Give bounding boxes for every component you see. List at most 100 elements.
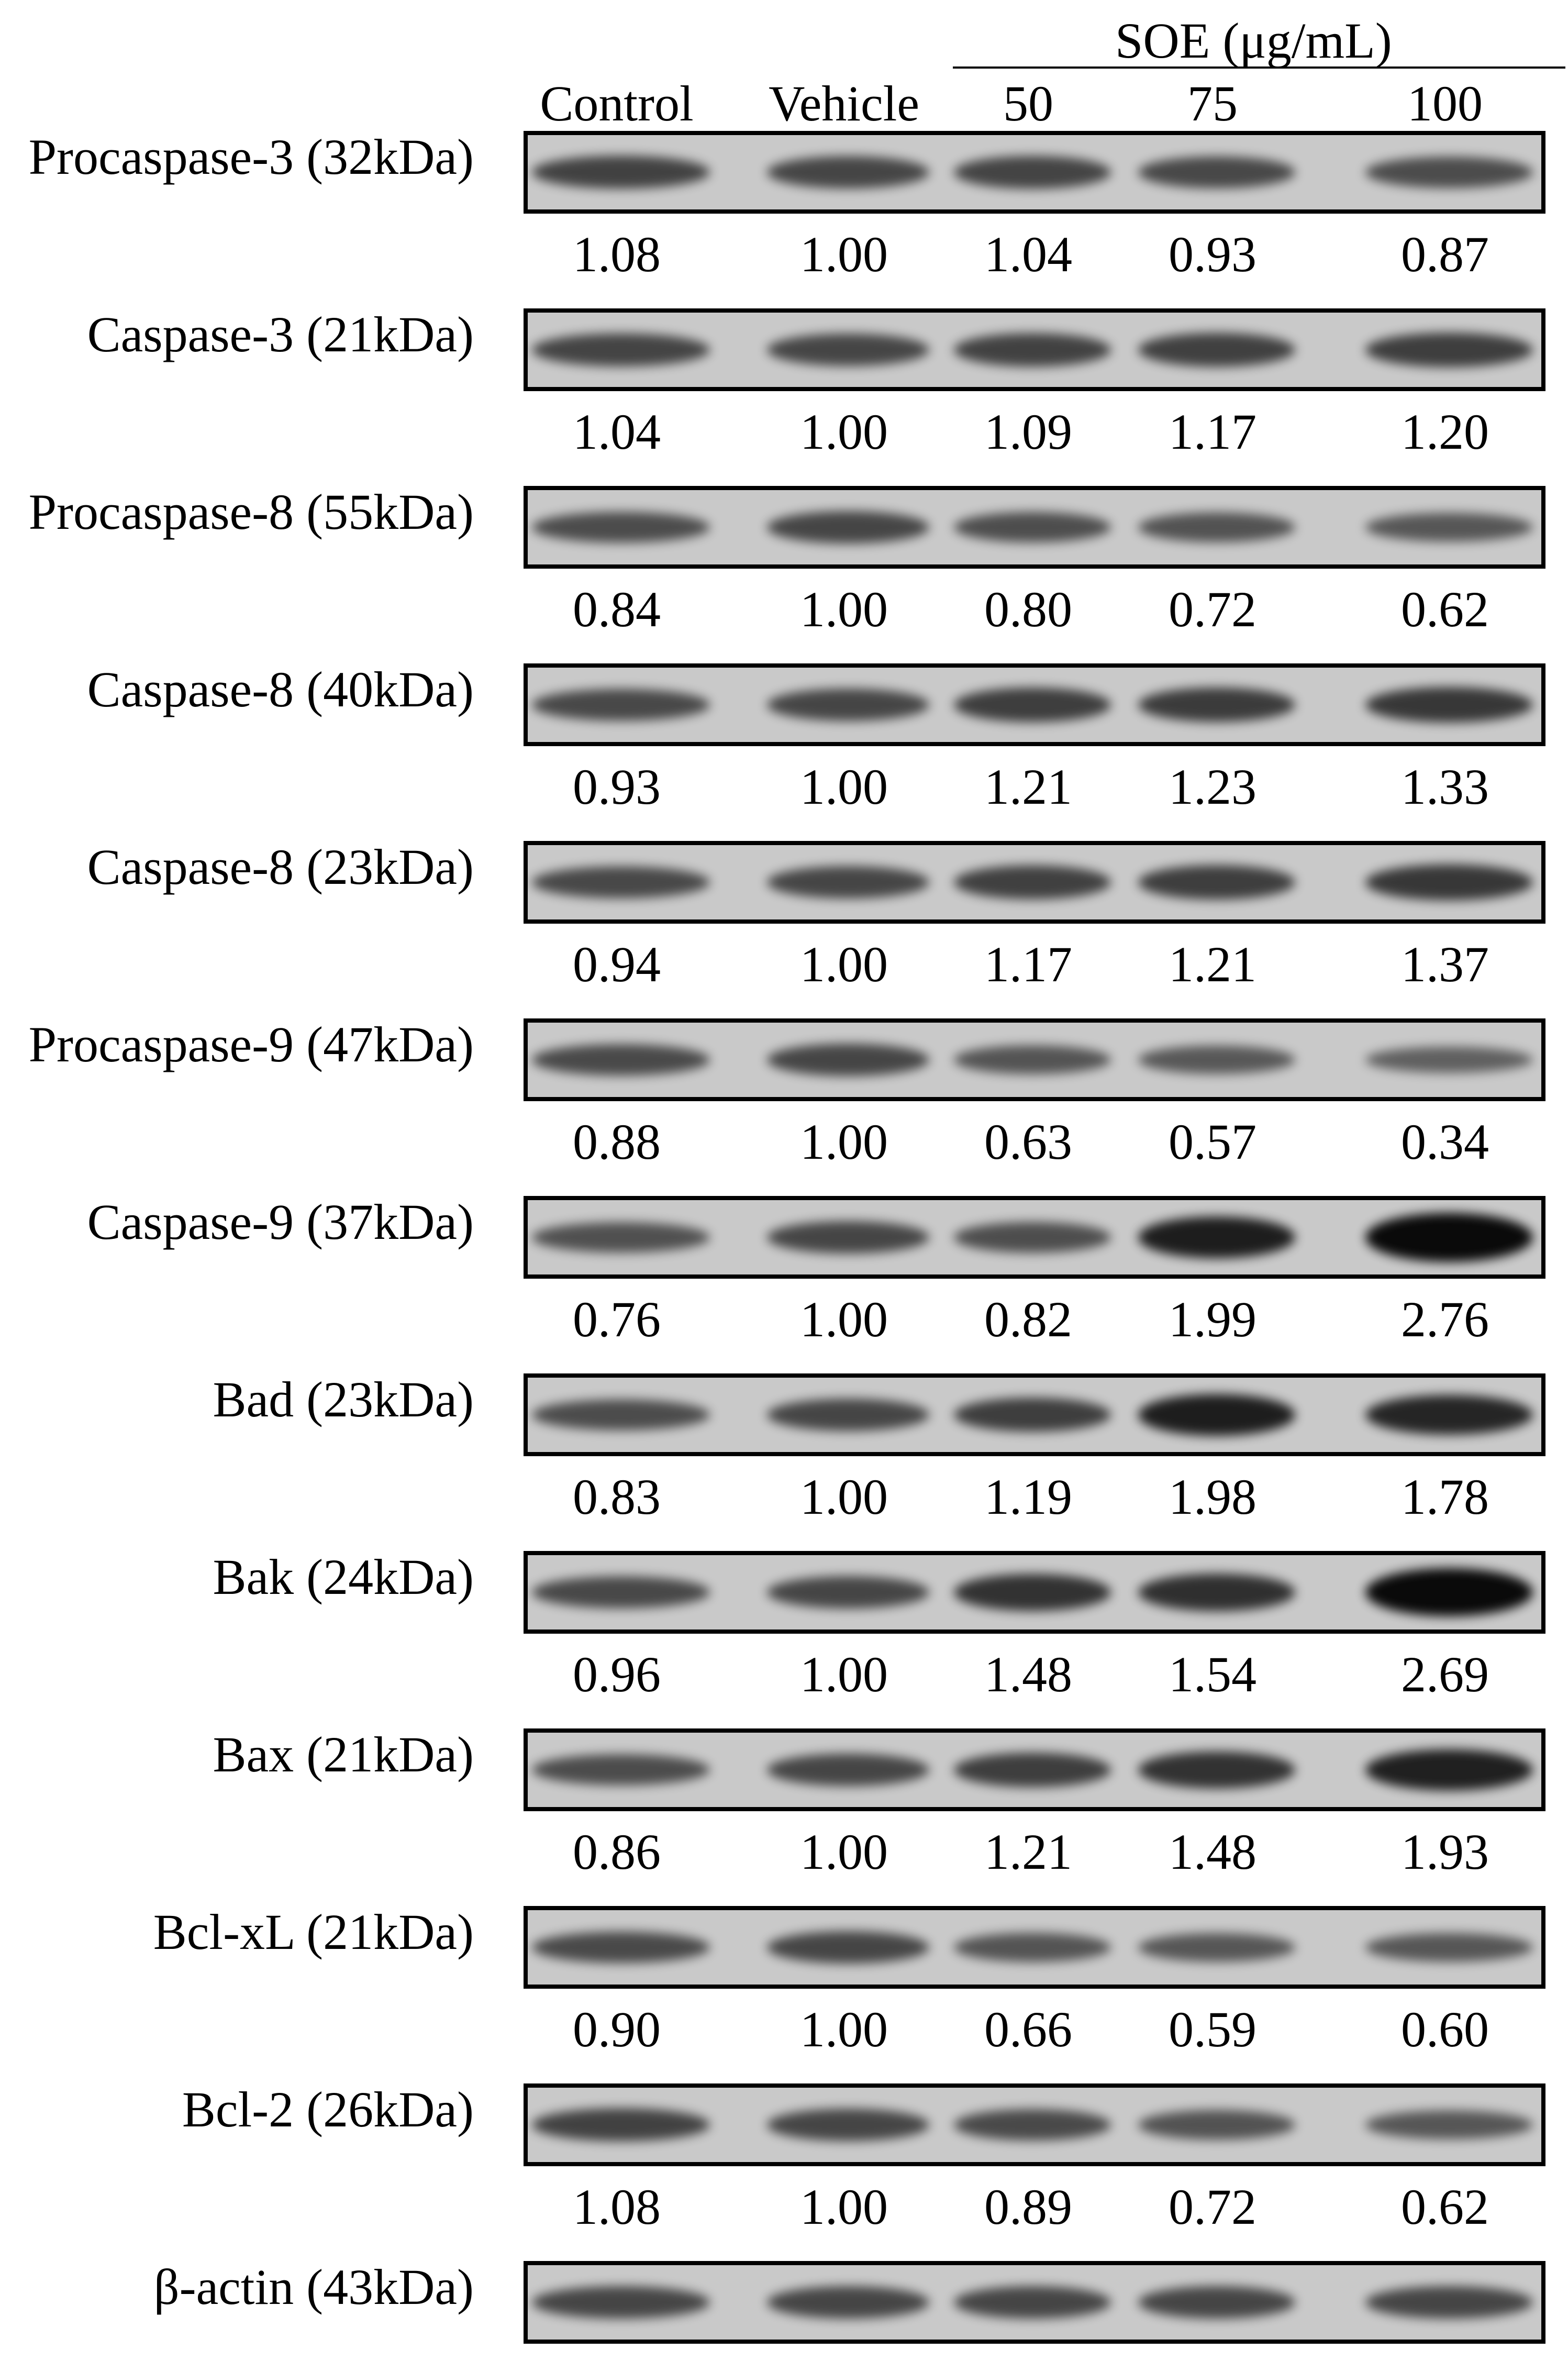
densitometry-value: 1.33 [1401, 759, 1489, 815]
band-lane-1 [532, 333, 710, 367]
densitometry-value: 2.69 [1401, 1646, 1489, 1702]
band-lane-1 [532, 1222, 710, 1252]
blot-label: β-actin (43kDa) [153, 2259, 474, 2315]
band-lane-1 [532, 689, 710, 721]
densitometry-value: 0.93 [573, 759, 661, 815]
densitometry-value: 1.17 [984, 936, 1072, 992]
blot-panel-procaspase-9-47kda [524, 1018, 1545, 1101]
band-lane-4 [1138, 687, 1295, 723]
blot-label: Bcl-2 (26kDa) [182, 2081, 474, 2137]
band-lane-2 [767, 1399, 929, 1431]
densitometry-value: 1.00 [800, 936, 888, 992]
blot-panel-bax-21kda [524, 1728, 1545, 1811]
blot-panel-procaspase-8-55kda [524, 486, 1545, 569]
blot-panel-caspase-8-23kda [524, 841, 1545, 924]
band-lane-3 [954, 512, 1111, 543]
band-lane-4 [1138, 1573, 1295, 1611]
densitometry-value: 0.96 [573, 1646, 661, 1702]
band-lane-5 [1365, 332, 1533, 367]
densitometry-value: 0.89 [984, 2179, 1072, 2235]
densitometry-value: 1.00 [800, 226, 888, 282]
blot-panel-bad-23kda [524, 1373, 1545, 1456]
blot-label: Procaspase-8 (55kDa) [28, 484, 474, 540]
densitometry-value: 0.62 [1401, 2179, 1489, 2235]
blot-label: Caspase-9 (37kDa) [87, 1194, 474, 1250]
band-lane-1 [532, 156, 710, 189]
densitometry-value: 0.83 [573, 1469, 661, 1525]
band-lane-5 [1365, 1046, 1533, 1073]
densitometry-value: 0.90 [573, 2001, 661, 2057]
band-lane-1 [532, 1576, 710, 1609]
lane-label-soe-75: 75 [1187, 75, 1238, 131]
densitometry-value: 1.21 [1169, 936, 1256, 992]
densitometry-value: 1.23 [1169, 759, 1256, 815]
densitometry-value: 0.63 [984, 1114, 1072, 1170]
band-lane-5 [1365, 864, 1533, 901]
blot-label: Bax (21kDa) [213, 1726, 474, 1782]
densitometry-value: 1.00 [800, 759, 888, 815]
band-lane-4 [1138, 2286, 1295, 2319]
densitometry-value: 1.00 [800, 2179, 888, 2235]
band-lane-3 [954, 1573, 1111, 1611]
blot-panel-actin-43kda [524, 2261, 1545, 2344]
blot-panel-bcl-xl-21kda [524, 1906, 1545, 1989]
band-lane-4 [1138, 1751, 1295, 1789]
densitometry-value: 0.88 [573, 1114, 661, 1170]
densitometry-value: 1.09 [984, 404, 1072, 460]
band-lane-5 [1365, 1568, 1533, 1617]
band-lane-5 [1365, 1213, 1533, 1262]
band-lane-1 [532, 866, 710, 899]
densitometry-value: 0.72 [1169, 2179, 1256, 2235]
densitometry-value: 0.93 [1169, 226, 1256, 282]
densitometry-value: 1.00 [800, 1824, 888, 1880]
blot-label: Procaspase-9 (47kDa) [28, 1016, 474, 1072]
band-lane-5 [1365, 687, 1533, 723]
densitometry-value: 0.59 [1169, 2001, 1256, 2057]
band-lane-3 [954, 688, 1111, 722]
soe-group-bracket [953, 66, 1565, 69]
blot-panel-procaspase-3-32kda [524, 131, 1545, 214]
blot-label: Caspase-8 (40kDa) [87, 661, 474, 717]
densitometry-value: 1.99 [1169, 1291, 1256, 1347]
band-lane-5 [1365, 513, 1533, 542]
band-lane-4 [1138, 1216, 1295, 1258]
band-lane-1 [532, 512, 710, 543]
densitometry-value: 1.00 [800, 1646, 888, 1702]
band-lane-5 [1365, 157, 1533, 188]
densitometry-value: 0.66 [984, 2001, 1072, 2057]
densitometry-value: 1.54 [1169, 1646, 1256, 1702]
band-lane-5 [1365, 1394, 1533, 1435]
densitometry-value: 1.00 [800, 581, 888, 637]
densitometry-value: 1.20 [1401, 404, 1489, 460]
soe-group-label: SOE (μg/mL) [1115, 13, 1392, 69]
densitometry-value: 1.21 [984, 759, 1072, 815]
lane-label-soe-50: 50 [1003, 75, 1053, 131]
blot-panel-bak-24kda [524, 1551, 1545, 1634]
densitometry-value: 0.87 [1401, 226, 1489, 282]
blot-label: Procaspase-3 (32kDa) [28, 129, 474, 185]
band-lane-1 [532, 2286, 710, 2319]
band-lane-5 [1365, 1749, 1533, 1791]
densitometry-value: 1.08 [573, 226, 661, 282]
blot-panel-bcl-2-26kda [524, 2083, 1545, 2166]
blot-label: Bad (23kDa) [213, 1371, 474, 1427]
band-lane-4 [1138, 2110, 1295, 2140]
band-lane-2 [767, 1754, 929, 1786]
band-lane-5 [1365, 2286, 1533, 2319]
densitometry-value: 1.19 [984, 1469, 1072, 1525]
band-lane-2 [767, 511, 929, 544]
band-lane-2 [767, 1931, 929, 1964]
densitometry-value: 0.62 [1401, 581, 1489, 637]
band-lane-1 [532, 1399, 710, 1431]
densitometry-value: 1.00 [800, 1469, 888, 1525]
band-lane-3 [954, 1222, 1111, 1253]
densitometry-value: 0.94 [573, 936, 661, 992]
lane-label-soe-100: 100 [1407, 75, 1483, 131]
densitometry-value: 1.04 [573, 404, 661, 460]
densitometry-value: 0.72 [1169, 581, 1256, 637]
densitometry-value: 0.80 [984, 581, 1072, 637]
band-lane-3 [954, 333, 1111, 367]
densitometry-value: 2.76 [1401, 1291, 1489, 1347]
band-lane-2 [767, 334, 929, 366]
